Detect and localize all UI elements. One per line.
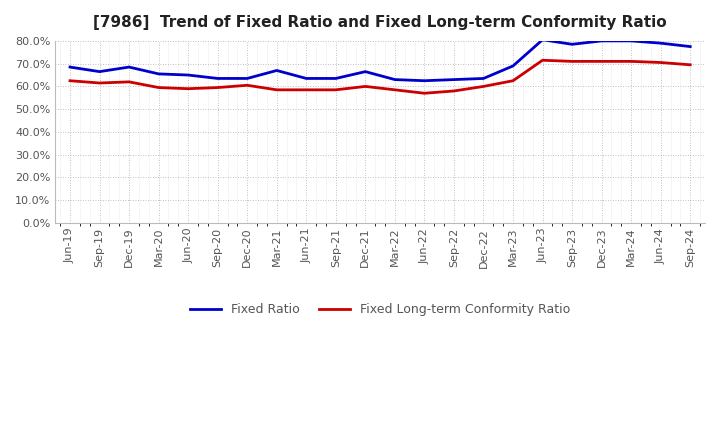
Fixed Ratio [539, 37, 547, 42]
Fixed Ratio [568, 42, 577, 47]
Line: Fixed Ratio: Fixed Ratio [70, 40, 690, 81]
Fixed Long-term Conformity Ratio [66, 78, 74, 83]
Fixed Ratio [331, 76, 340, 81]
Fixed Ratio [243, 76, 251, 81]
Fixed Long-term Conformity Ratio [509, 78, 518, 83]
Fixed Ratio [686, 44, 695, 49]
Fixed Long-term Conformity Ratio [95, 81, 104, 86]
Fixed Long-term Conformity Ratio [302, 87, 310, 92]
Fixed Long-term Conformity Ratio [213, 85, 222, 90]
Fixed Long-term Conformity Ratio [686, 62, 695, 67]
Fixed Long-term Conformity Ratio [361, 84, 369, 89]
Fixed Long-term Conformity Ratio [480, 84, 488, 89]
Fixed Long-term Conformity Ratio [243, 83, 251, 88]
Fixed Long-term Conformity Ratio [184, 86, 192, 92]
Fixed Ratio [390, 77, 399, 82]
Legend: Fixed Ratio, Fixed Long-term Conformity Ratio: Fixed Ratio, Fixed Long-term Conformity … [185, 298, 575, 322]
Fixed Ratio [302, 76, 310, 81]
Fixed Ratio [420, 78, 428, 83]
Fixed Ratio [480, 76, 488, 81]
Fixed Ratio [361, 69, 369, 74]
Fixed Long-term Conformity Ratio [272, 87, 281, 92]
Fixed Ratio [598, 38, 606, 44]
Fixed Ratio [95, 69, 104, 74]
Fixed Long-term Conformity Ratio [420, 91, 428, 96]
Line: Fixed Long-term Conformity Ratio: Fixed Long-term Conformity Ratio [70, 60, 690, 93]
Fixed Ratio [509, 63, 518, 69]
Fixed Ratio [66, 64, 74, 70]
Fixed Ratio [449, 77, 458, 82]
Fixed Long-term Conformity Ratio [657, 60, 665, 65]
Fixed Ratio [184, 73, 192, 78]
Fixed Long-term Conformity Ratio [627, 59, 636, 64]
Fixed Long-term Conformity Ratio [154, 85, 163, 90]
Fixed Ratio [272, 68, 281, 73]
Fixed Ratio [657, 40, 665, 46]
Fixed Ratio [213, 76, 222, 81]
Fixed Ratio [125, 64, 133, 70]
Fixed Long-term Conformity Ratio [390, 87, 399, 92]
Fixed Long-term Conformity Ratio [125, 79, 133, 84]
Fixed Ratio [154, 71, 163, 77]
Fixed Long-term Conformity Ratio [568, 59, 577, 64]
Fixed Long-term Conformity Ratio [598, 59, 606, 64]
Fixed Long-term Conformity Ratio [449, 88, 458, 94]
Title: [7986]  Trend of Fixed Ratio and Fixed Long-term Conformity Ratio: [7986] Trend of Fixed Ratio and Fixed Lo… [94, 15, 667, 30]
Fixed Long-term Conformity Ratio [331, 87, 340, 92]
Fixed Ratio [627, 38, 636, 44]
Fixed Long-term Conformity Ratio [539, 58, 547, 63]
